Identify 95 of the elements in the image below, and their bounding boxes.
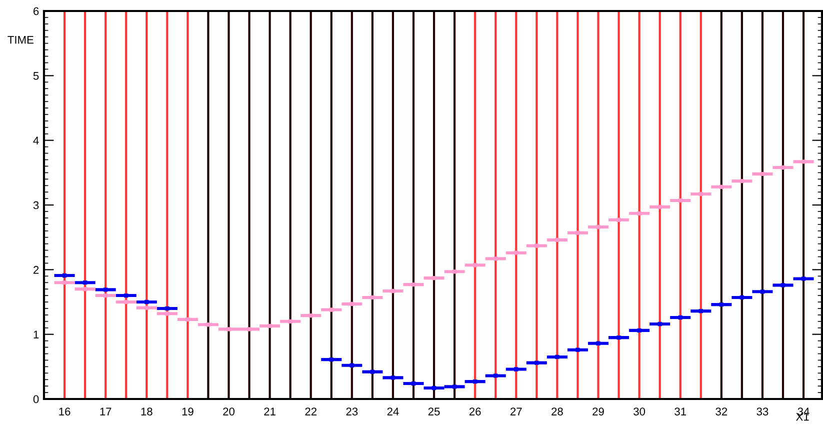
point [514, 367, 518, 372]
point [411, 381, 416, 386]
y-tick-label: 5 [33, 72, 39, 80]
y-tick-label: 3 [33, 201, 39, 210]
point [124, 293, 128, 298]
x-tick-label: 21 [264, 408, 276, 416]
point [104, 288, 108, 292]
y-tick-label: 4 [33, 136, 39, 144]
x-tick-label: 19 [182, 408, 194, 416]
point [658, 322, 662, 326]
point [62, 280, 67, 285]
x-tick-label: 26 [469, 408, 481, 416]
point [637, 328, 642, 333]
point [637, 211, 642, 216]
point [494, 256, 498, 261]
point [534, 360, 539, 365]
x-tick-label: 33 [756, 408, 768, 416]
point [576, 348, 580, 352]
x-tick-label: 17 [100, 408, 112, 416]
x-tick-label: 27 [510, 408, 522, 416]
x-tick-label: 23 [346, 408, 358, 416]
point [370, 295, 375, 300]
y-tick-label: 2 [34, 266, 39, 274]
point [370, 370, 375, 374]
point [390, 376, 396, 380]
point [740, 178, 744, 184]
x-tick-label: 20 [223, 408, 234, 416]
point [698, 308, 703, 314]
x-tick-label: 31 [674, 408, 686, 416]
point [144, 300, 149, 304]
x-tick-label: 34 [798, 408, 810, 416]
point [596, 224, 600, 230]
x-tick-label: 28 [552, 408, 563, 416]
point [801, 276, 806, 281]
x-tick-label: 18 [141, 408, 152, 416]
point [473, 263, 478, 268]
point [144, 306, 149, 310]
point [432, 276, 436, 280]
point [801, 160, 806, 164]
point [411, 282, 416, 287]
point [780, 165, 786, 170]
point [165, 312, 170, 316]
point [82, 280, 88, 285]
point [350, 363, 354, 368]
point [616, 218, 621, 222]
point [494, 374, 498, 378]
x-tick-label: 32 [716, 408, 728, 416]
point [329, 357, 334, 362]
point [473, 379, 478, 384]
point [555, 238, 560, 242]
y-tick-label: 1 [34, 330, 39, 338]
point [616, 335, 621, 340]
point [308, 313, 313, 318]
point [62, 273, 67, 278]
point [452, 384, 457, 389]
point [514, 250, 518, 255]
point [268, 324, 272, 328]
x-tick-label: 30 [634, 408, 646, 416]
point [760, 172, 765, 176]
point [288, 319, 292, 324]
y-tick-label: 0 [33, 395, 39, 404]
x-tick-label: 25 [428, 408, 440, 416]
point [719, 302, 724, 307]
point [390, 288, 396, 294]
point [780, 283, 786, 288]
point [432, 386, 436, 390]
y-tick-label: 6 [34, 7, 39, 16]
point [350, 302, 354, 306]
point [165, 306, 170, 311]
x-tick-label: 22 [305, 408, 316, 416]
point [104, 293, 108, 298]
point [658, 204, 662, 210]
point [226, 327, 231, 332]
point [576, 230, 580, 235]
point [247, 327, 252, 332]
x-tick-label: 29 [592, 408, 604, 416]
point [596, 341, 600, 346]
point [329, 308, 334, 312]
x-axis-title: X1 [796, 412, 809, 421]
point [760, 290, 765, 294]
point [678, 198, 682, 203]
x-tick-label: 24 [387, 408, 399, 416]
point [186, 317, 190, 322]
point [740, 295, 744, 300]
point [82, 286, 88, 292]
point [206, 322, 210, 327]
point [698, 192, 703, 196]
point [555, 354, 560, 360]
point [678, 315, 682, 320]
x-tick-label: 16 [59, 408, 70, 416]
point [124, 300, 128, 304]
point [534, 244, 539, 248]
point [719, 184, 724, 189]
point [452, 270, 457, 274]
y-axis-title: TIME [8, 36, 34, 44]
